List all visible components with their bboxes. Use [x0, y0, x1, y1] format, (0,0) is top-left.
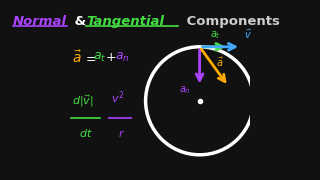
Text: $\vec{a}$: $\vec{a}$: [72, 49, 82, 66]
Text: $\vec{v}$: $\vec{v}$: [244, 27, 252, 40]
Text: $\vec{a}$: $\vec{a}$: [216, 55, 224, 69]
Text: $a_t$: $a_t$: [92, 51, 106, 64]
Text: $v^2$: $v^2$: [110, 89, 124, 105]
Text: $r$: $r$: [118, 128, 125, 139]
Text: $a_n$: $a_n$: [115, 51, 130, 64]
Text: $dt$: $dt$: [79, 127, 93, 139]
Text: &: &: [70, 15, 91, 28]
Text: $=$: $=$: [83, 51, 96, 64]
Text: Normal: Normal: [13, 15, 67, 28]
Text: $d|\vec{v}|$: $d|\vec{v}|$: [72, 93, 93, 109]
Text: Components: Components: [182, 15, 280, 28]
Text: $+$: $+$: [105, 51, 116, 64]
Text: $a_t$: $a_t$: [210, 29, 221, 40]
Text: Tangential: Tangential: [86, 15, 164, 28]
Text: $a_n$: $a_n$: [179, 84, 191, 96]
